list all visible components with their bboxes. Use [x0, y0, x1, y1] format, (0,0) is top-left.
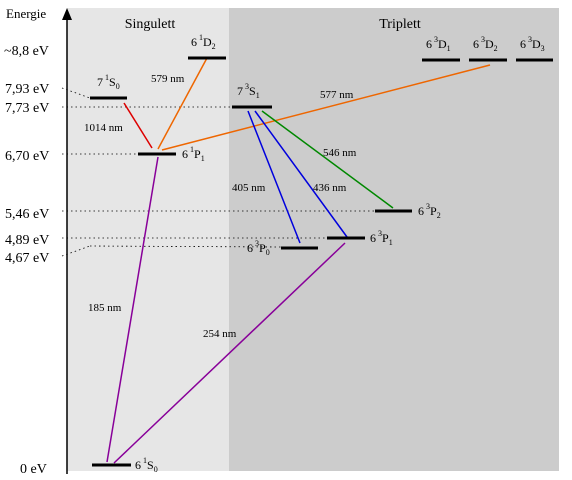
energy-label-8-8: ~8,8 eV — [4, 44, 49, 59]
energy-label-4-67: 4,67 eV — [5, 251, 49, 266]
level-label-6-1S0: 6 1S0 — [135, 456, 158, 474]
transition-label-254nm: 254 nm — [203, 328, 237, 340]
transition-579nm — [157, 57, 208, 150]
transition-label-185nm: 185 nm — [88, 302, 122, 314]
transition-label-546nm: 546 nm — [323, 147, 357, 159]
level-label-6-3P2: 6 3P2 — [418, 202, 441, 220]
energy-label-5-46: 5,46 eV — [5, 207, 49, 222]
energy-label-4-89: 4,89 eV — [5, 233, 49, 248]
guide-4-67b — [89, 245, 282, 248]
header-triplet: Triplett — [379, 17, 421, 32]
level-label-6-3D1: 6 3D1 — [426, 35, 451, 53]
energy-label-6-70: 6,70 eV — [5, 149, 49, 164]
transition-label-1014nm: 1014 nm — [84, 122, 123, 134]
guide-7-93 — [61, 87, 91, 99]
transition-label-436nm: 436 nm — [313, 182, 347, 194]
energy-label-7-73: 7,73 eV — [5, 101, 49, 116]
transition-546nm — [261, 110, 394, 209]
level-label-6-1D2: 6 1D2 — [191, 33, 216, 51]
transition-405nm — [247, 110, 301, 244]
transition-label-577nm: 577 nm — [320, 89, 354, 101]
transition-label-405nm: 405 nm — [232, 182, 266, 194]
transition-436nm — [254, 110, 348, 238]
level-label-6-1P1: 6 1P1 — [182, 145, 205, 163]
level-label-6-3P1: 6 3P1 — [370, 229, 393, 247]
level-label-6-3D2: 6 3D2 — [473, 35, 498, 53]
axis-label: Energie — [6, 6, 46, 21]
singlet-panel — [67, 8, 229, 471]
transition-254nm — [113, 242, 346, 464]
energy-label-7-93: 7,93 eV — [5, 82, 49, 97]
level-label-7-1S0: 7 1S0 — [97, 73, 120, 91]
level-label-6-3P0: 6 3P0 — [247, 239, 270, 257]
triplet-panel — [229, 8, 559, 471]
level-label-6-3D3: 6 3D3 — [520, 35, 545, 53]
transition-1014nm — [123, 102, 153, 149]
energy-label-0: 0 eV — [20, 462, 47, 477]
axis-arrow-icon — [62, 8, 72, 20]
transition-label-579nm: 579 nm — [151, 73, 185, 85]
guide-lines — [61, 87, 375, 257]
header-singlet: Singulett — [125, 17, 176, 32]
transition-185nm — [106, 156, 159, 463]
guide-4-67 — [61, 245, 91, 257]
transition-577nm — [161, 64, 491, 151]
level-label-7-3S1: 7 3S1 — [237, 82, 260, 100]
